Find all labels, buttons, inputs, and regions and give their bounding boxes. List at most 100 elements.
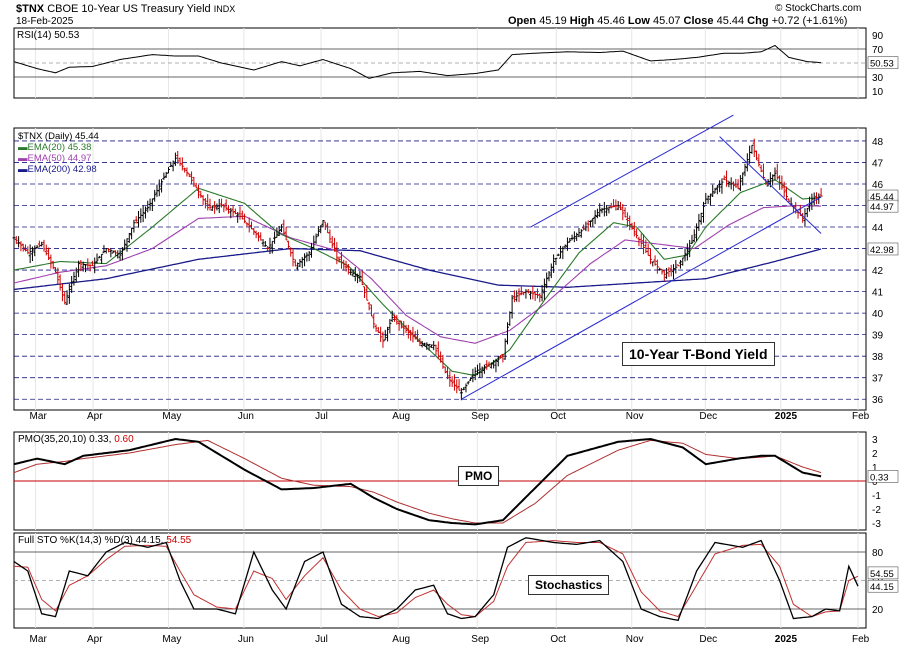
high-value: 45.46 [597, 15, 625, 27]
pmo-tick: 3 [872, 435, 878, 446]
pmo-current-tag: 0.33 [870, 472, 889, 483]
x-tick-top: 2025 [775, 411, 798, 422]
price-title: $TNX (Daily) [18, 131, 73, 142]
x-tick-bottom: Jun [238, 634, 254, 645]
ohlc-readout: Open 45.19 High 45.46 Low 45.07 Close 45… [508, 15, 848, 27]
x-tick-bottom: Oct [550, 634, 566, 645]
x-tick-top: Jul [315, 411, 328, 422]
price-tick: 38 [872, 352, 884, 363]
ema200-label: EMA(200) [27, 164, 71, 175]
price-tick: 44 [872, 223, 884, 234]
price-tick: 36 [872, 395, 884, 406]
x-tick-bottom: Feb [852, 634, 870, 645]
open-value: 45.19 [539, 15, 567, 27]
sto-k-line [13, 537, 859, 622]
pmo-line [13, 437, 822, 526]
sto-tick: 80 [872, 548, 884, 559]
declining-trendline [719, 136, 822, 234]
sto-tick: 20 [872, 605, 884, 616]
x-tick-bottom: Aug [392, 634, 410, 645]
low-value: 45.07 [652, 15, 681, 27]
chart-title: $TNX CBOE 10-Year US Treasury Yield INDX [16, 3, 235, 15]
pmo-tick: -2 [872, 505, 881, 516]
rsi-tick: 90 [872, 31, 884, 42]
price-ema200-tag-bg [867, 242, 899, 256]
pmo-signal-line [13, 439, 822, 524]
x-tick-bottom: Sep [471, 634, 489, 645]
pmo-tick: -3 [872, 519, 881, 530]
x-tick-bottom: Apr [87, 634, 103, 645]
price-ema50-tag-bg [867, 199, 899, 213]
price-close-tag: 45.44 [870, 192, 894, 203]
sto-d: 54.55 [166, 535, 192, 546]
price-tick: 47 [872, 158, 884, 169]
copyright: © StockCharts.com [775, 3, 862, 14]
sto-k: 44.15 [135, 535, 161, 546]
pmo-value: 0.33 [89, 434, 109, 445]
ema20-label: EMA(20) [27, 142, 65, 153]
x-tick-top: Feb [852, 411, 870, 422]
ema50-line [13, 204, 822, 344]
x-tick-bottom: Dec [699, 634, 717, 645]
pmo-current-tag-bg [867, 470, 899, 483]
x-tick-top: Jun [238, 411, 254, 422]
x-tick-bottom: Mar [30, 634, 48, 645]
rsi-line [13, 44, 822, 79]
sto-d-tag: 54.55 [870, 569, 894, 580]
x-tick-top: Apr [87, 411, 103, 422]
x-tick-bottom: Jul [315, 634, 328, 645]
x-tick-top: Aug [392, 411, 410, 422]
price-annotation: 10-Year T-Bond Yield [622, 342, 775, 366]
x-tick-bottom: 2025 [775, 634, 798, 645]
sto-legend: Full STO %K(14,3) %D(3) 44.15, 54.55 [18, 535, 192, 546]
security-name: CBOE 10-Year US Treasury Yield [47, 3, 211, 15]
pmo-label: PMO(35,20,10) [18, 434, 87, 445]
rising-channel-top [530, 114, 734, 228]
price-tick: 42 [872, 266, 884, 277]
symbol: $TNX [16, 3, 45, 15]
x-tick-top: Sep [471, 411, 489, 422]
x-tick-top: Nov [626, 411, 644, 422]
rsi-current-tag: 50.53 [870, 59, 894, 70]
x-tick-top: May [162, 411, 181, 422]
price-tick: 40 [872, 309, 884, 320]
pmo-signal: 0.60 [114, 434, 134, 445]
x-tick-bottom: Nov [626, 634, 644, 645]
price-tick: 48 [872, 137, 884, 148]
rsi-current-tag-bg [867, 56, 899, 69]
price-tick: 41 [872, 288, 884, 299]
rsi-tick: 30 [872, 73, 884, 84]
price-tick: 46 [872, 180, 884, 191]
ema200-value: 42.98 [72, 164, 97, 175]
rsi-label: RSI(14) [17, 30, 52, 41]
sto-d-tag-bg [867, 566, 899, 580]
ema200-line [13, 247, 822, 291]
x-tick-bottom: May [162, 634, 181, 645]
pmo-legend: PMO(35,20,10) 0.33, 0.60 [18, 434, 134, 445]
pmo-tick: -1 [872, 491, 881, 502]
pmo-annotation: PMO [458, 466, 500, 486]
rising-support-trendline [461, 196, 822, 400]
price-ema200-tag: 42.98 [870, 245, 894, 256]
close-value: 45.44 [716, 15, 745, 27]
exchange: INDX [213, 4, 236, 14]
x-tick-top: Mar [30, 411, 48, 422]
price-ema50-tag: 44.97 [870, 202, 894, 213]
ema20-value: 45.38 [67, 142, 92, 153]
x-tick-top: Oct [550, 411, 566, 422]
price-last: 45.44 [75, 131, 99, 142]
price-tick: 39 [872, 331, 884, 342]
price-tick: 37 [872, 374, 884, 385]
sto-annotation: Stochastics [528, 575, 610, 595]
x-tick-top: Dec [699, 411, 717, 422]
pmo-tick: 2 [872, 449, 878, 460]
ema50-value: 44.97 [67, 153, 92, 164]
rsi-tick: 70 [872, 45, 884, 56]
panel-price [13, 127, 867, 411]
rsi-legend: RSI(14) 50.53 [17, 30, 79, 41]
rsi-value: 50.53 [54, 30, 80, 41]
change-value: +0.72 (+1.61%) [771, 15, 848, 27]
sto-label: Full STO %K(14,3) %D(3) [18, 535, 133, 546]
price-legend: $TNX (Daily) 45.44 ▬EMA(20) 45.38 ▬EMA(5… [18, 131, 99, 175]
sto-k-tag: 44.15 [870, 582, 894, 593]
